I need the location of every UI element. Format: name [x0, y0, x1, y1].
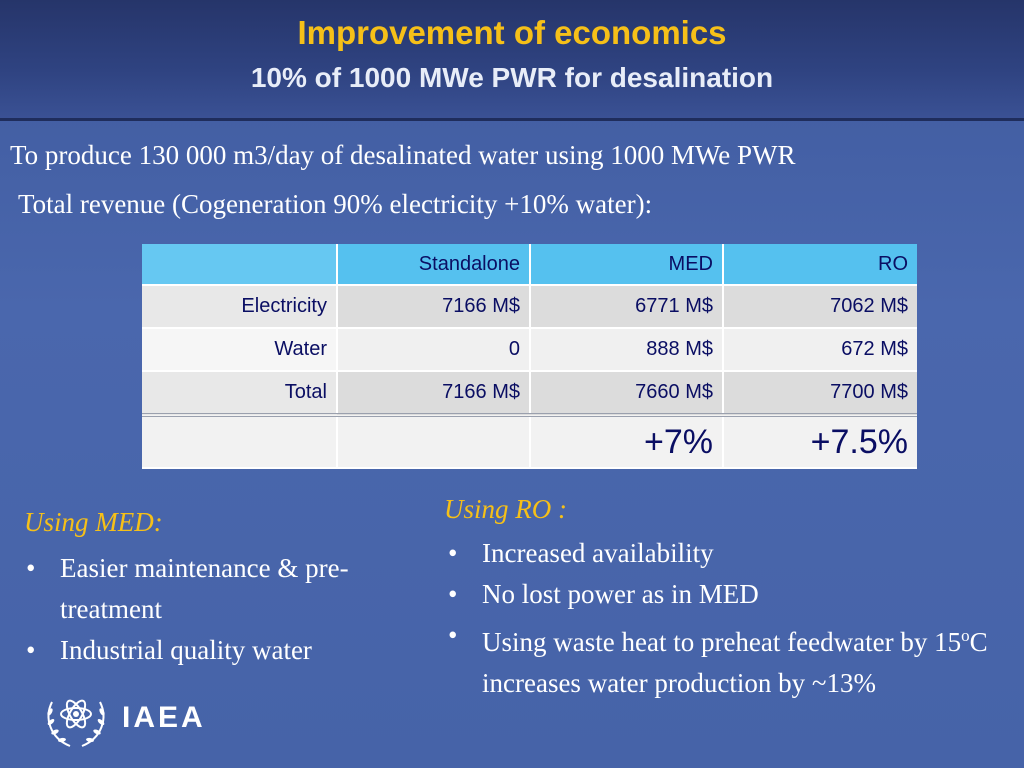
table-row: Total 7166 M$ 7660 M$ 7700 M$: [142, 371, 917, 417]
increase-cell-empty: [337, 415, 531, 469]
iaea-atom-laurel-icon: [47, 699, 105, 747]
header-cell-med: MED: [530, 244, 724, 286]
header-cell-ro: RO: [723, 244, 917, 286]
revenue-table: Standalone MED RO Electricity 7166 M$ 67…: [142, 244, 917, 469]
intro-line-1: To produce 130 000 m3/day of desalinated…: [10, 140, 796, 170]
table-cell: 7166 M$: [337, 285, 531, 329]
row-label: Water: [142, 328, 338, 372]
row-label: Electricity: [142, 285, 338, 329]
increase-row: +7% +7.5%: [142, 415, 917, 469]
intro-line-2: Total revenue (Cogeneration 90% electric…: [18, 189, 653, 219]
list-item: Easier maintenance & pre-treatment: [22, 548, 427, 630]
list-item: No lost power as in MED: [444, 574, 1014, 615]
degree-superscript: o: [961, 626, 970, 645]
table-header-row: Standalone MED RO: [142, 244, 917, 286]
ro-bullet-list: Increased availability No lost power as …: [444, 533, 1014, 704]
list-item-text: C increases water production by ~13%: [482, 627, 988, 698]
row-label: Total: [142, 371, 338, 417]
iaea-logo-text: IAEA: [122, 701, 206, 734]
increase-cell-ro: +7.5%: [723, 415, 917, 469]
table-row: Water 0 888 M$ 672 M$: [142, 328, 917, 372]
list-item: Increased availability: [444, 533, 1014, 574]
table-row: Electricity 7166 M$ 6771 M$ 7062 M$: [142, 285, 917, 329]
table-cell: 7660 M$: [530, 371, 724, 417]
table-cell: 7062 M$: [723, 285, 917, 329]
header-cell-standalone: Standalone: [337, 244, 531, 286]
table-cell: 7700 M$: [723, 371, 917, 417]
increase-cell-empty: [142, 415, 338, 469]
increase-cell-med: +7%: [530, 415, 724, 469]
slide-header: Improvement of economics 10% of 1000 MWe…: [0, 0, 1024, 121]
slide-subtitle: 10% of 1000 MWe PWR for desalination: [250, 62, 774, 93]
header-cell-empty: [142, 244, 338, 286]
table-cell: 888 M$: [530, 328, 724, 372]
list-item: Industrial quality water: [22, 630, 427, 671]
table-cell: 6771 M$: [530, 285, 724, 329]
med-heading: Using MED:: [24, 507, 163, 537]
table-cell: 0: [337, 328, 531, 372]
table-cell: 7166 M$: [337, 371, 531, 417]
list-item: Using waste heat to preheat feedwater by…: [444, 615, 1014, 704]
med-bullet-list: Easier maintenance & pre-treatment Indus…: [22, 548, 427, 671]
list-item-text: Using waste heat to preheat feedwater by…: [482, 627, 962, 657]
slide-title: Improvement of economics: [297, 14, 727, 51]
table-cell: 672 M$: [723, 328, 917, 372]
ro-heading: Using RO :: [444, 494, 567, 524]
